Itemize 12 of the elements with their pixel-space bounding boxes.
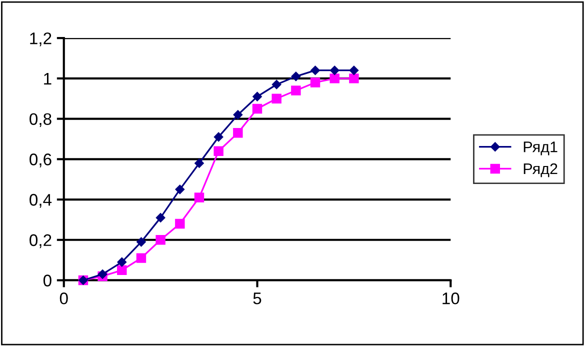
y-tick-label: 1 <box>44 73 52 84</box>
y-tick-label: 0,4 <box>30 194 52 208</box>
y-tick-label: 0,6 <box>30 154 52 168</box>
legend-label: Ряд1 <box>524 142 558 156</box>
legend-label: Ряд2 <box>524 163 558 178</box>
x-tick-label: 5 <box>253 292 262 304</box>
x-tick-label: 10 <box>442 292 460 304</box>
x-tick-label: 0 <box>60 292 68 304</box>
y-tick-label: 1,2 <box>30 32 52 46</box>
y-tick-label: 0,2 <box>30 234 52 248</box>
y-tick-label: 0,8 <box>30 113 52 127</box>
y-tick-label: 0 <box>43 274 52 286</box>
